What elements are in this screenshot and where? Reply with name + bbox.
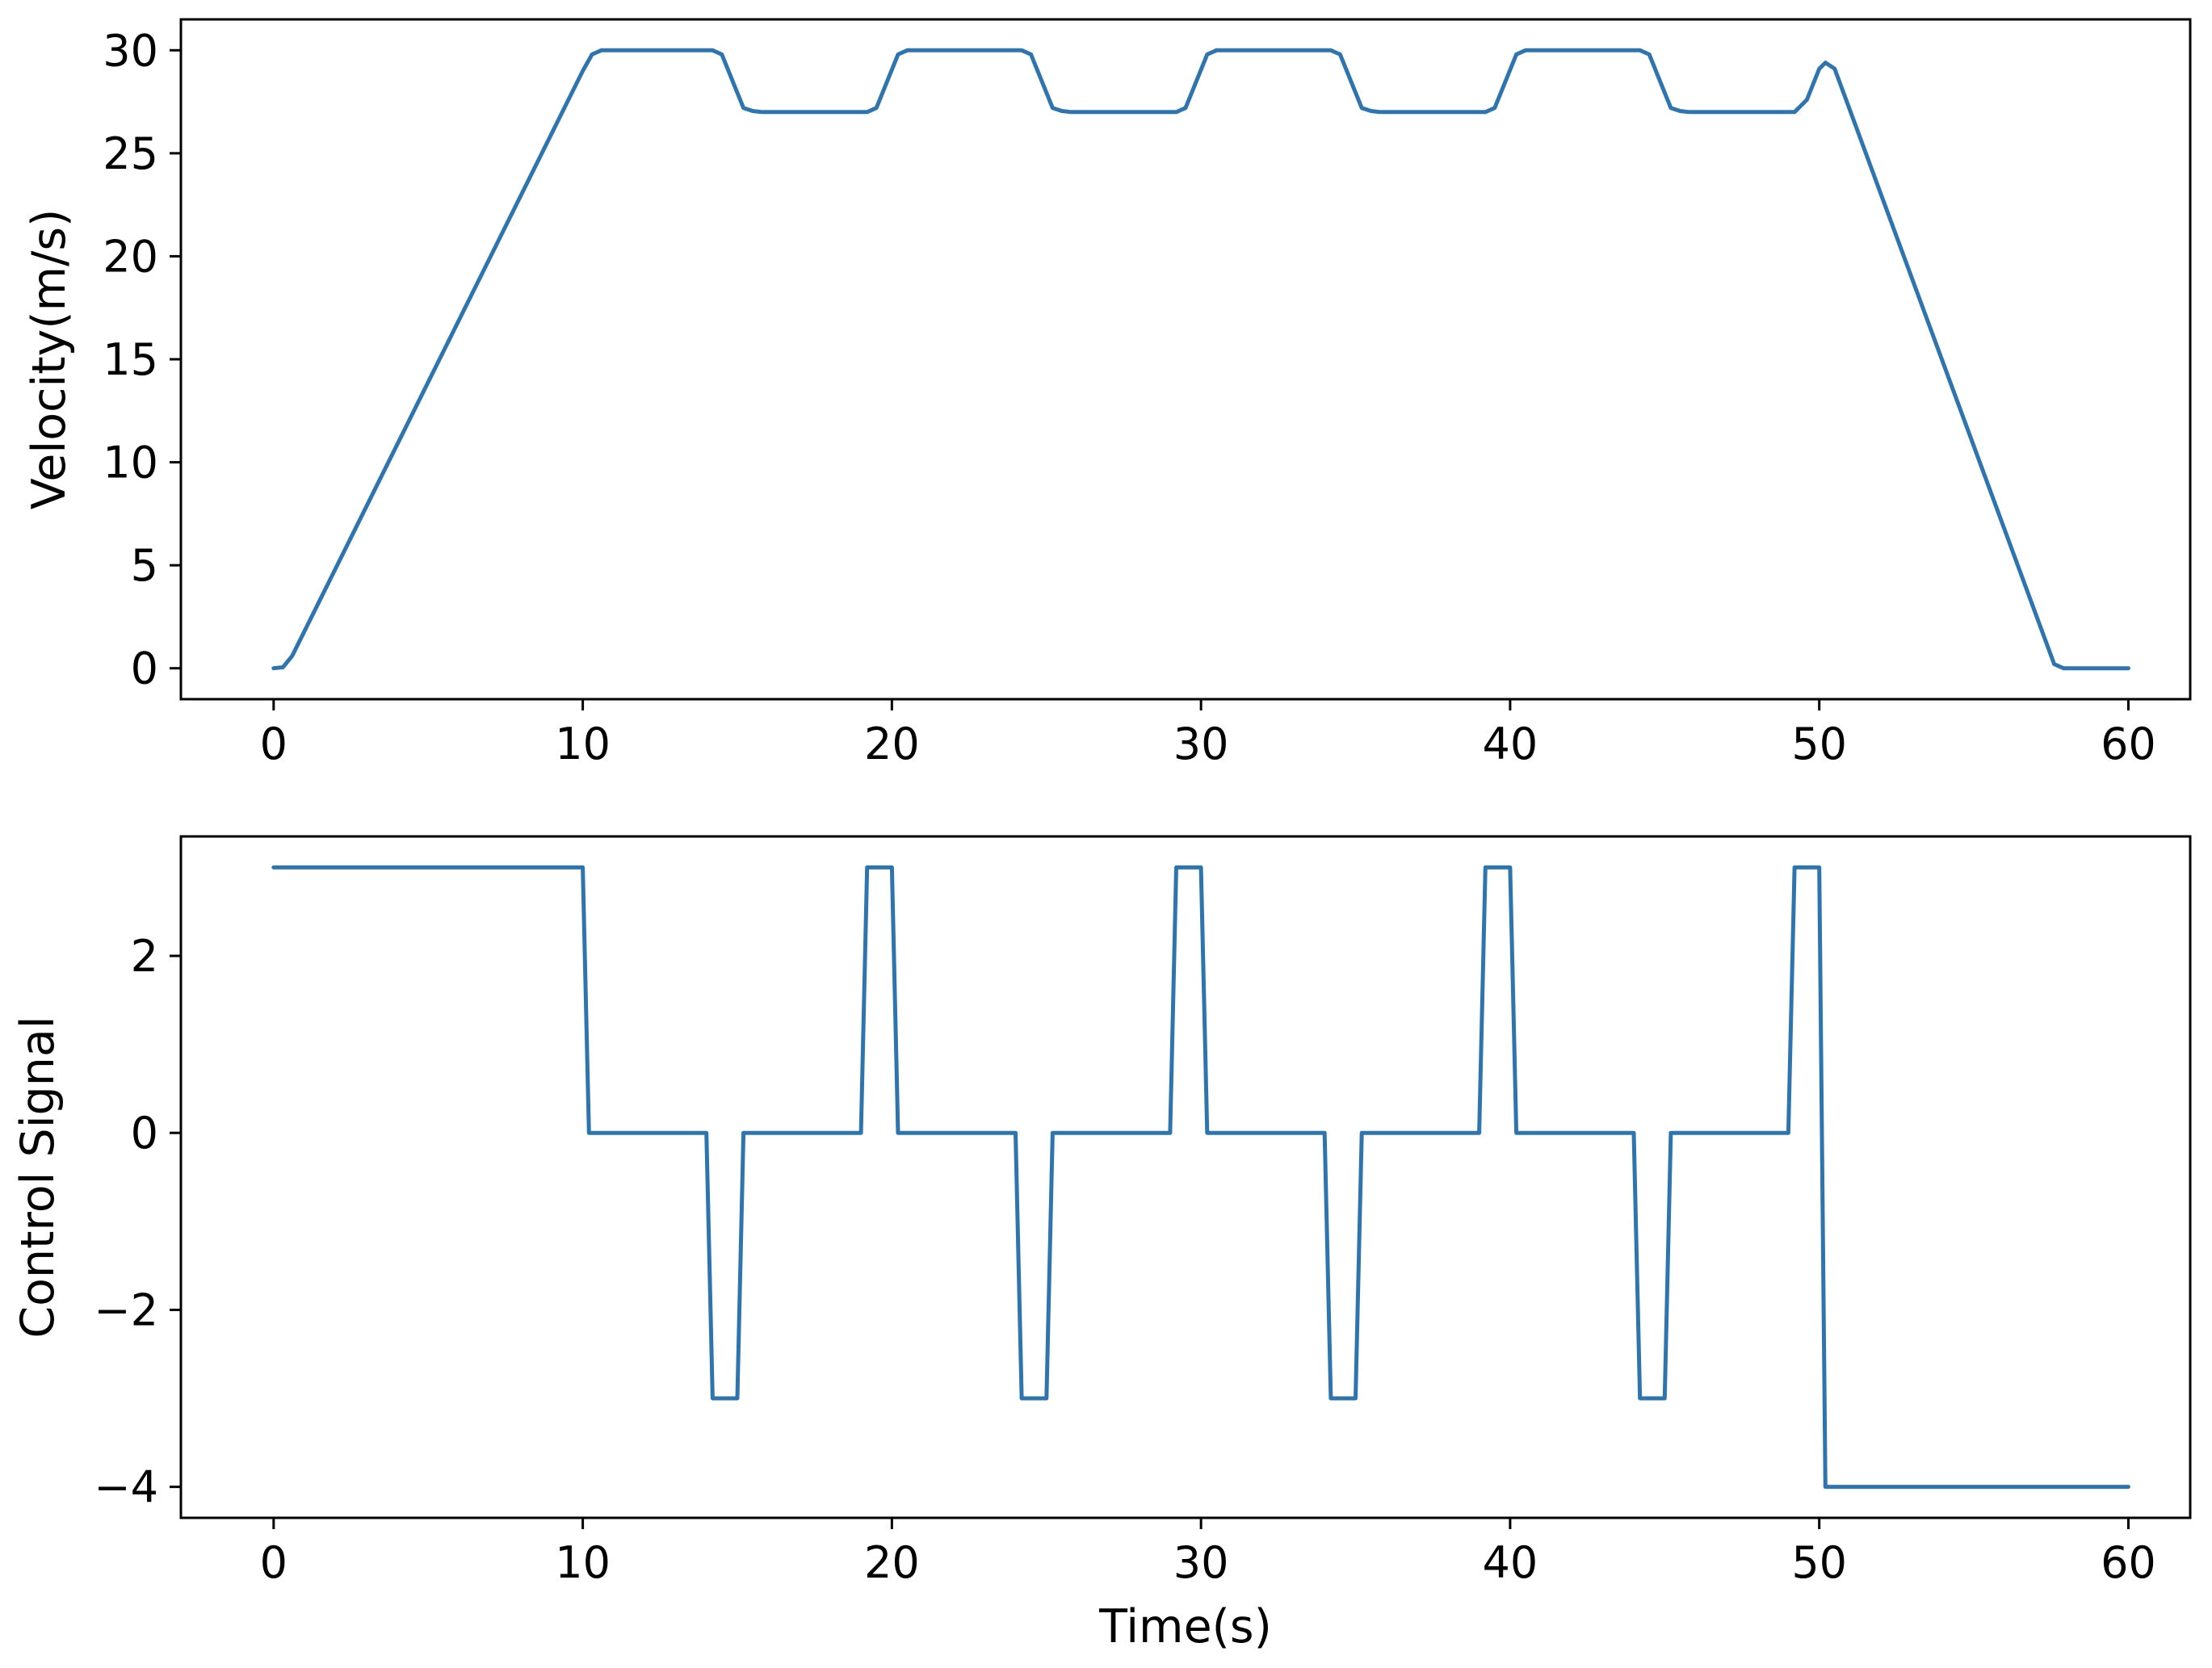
control-x-axis-label: Time(s) [1098, 1600, 1272, 1653]
velocity-y-tick-label: 20 [103, 231, 158, 282]
velocity-x-tick-label: 40 [1483, 719, 1538, 769]
velocity-x-tick-label: 0 [260, 719, 288, 769]
velocity-x-ticks: 0 10 20 30 40 50 60 [260, 699, 2156, 769]
control-x-tick-label: 10 [555, 1537, 611, 1588]
velocity-y-tick-label: 15 [103, 334, 158, 385]
control-x-tick-label: 20 [864, 1537, 920, 1588]
velocity-y-ticks: 0 5 10 15 20 25 30 [103, 25, 181, 694]
control-y-axis-label: Control Signal [11, 1016, 65, 1338]
control-signal-line [271, 865, 2130, 1490]
velocity-y-tick-label: 25 [103, 128, 158, 179]
velocity-x-tick-label: 60 [2101, 719, 2156, 769]
velocity-x-tick-label: 10 [555, 719, 611, 769]
velocity-y-axis-label: Velocity(m/s) [23, 209, 76, 510]
control-y-tick-label: −2 [94, 1285, 158, 1335]
control-x-tick-label: 50 [1791, 1537, 1847, 1588]
control-x-ticks: 0 10 20 30 40 50 60 [260, 1518, 2156, 1588]
velocity-panel: 0 10 20 30 40 50 60 0 5 10 15 20 25 30 Velocity(m/s) [23, 18, 2192, 769]
control-y-ticks: −4 −2 0 2 [94, 931, 181, 1513]
velocity-y-tick-label: 30 [103, 25, 158, 76]
velocity-y-tick-label: 0 [131, 643, 158, 694]
control-x-tick-label: 60 [2101, 1537, 2156, 1588]
control-signal-panel: 0 10 20 30 40 50 60 −4 −2 0 2 Control Signal Time… [11, 835, 2192, 1653]
control-x-tick-label: 30 [1173, 1537, 1229, 1588]
control-x-tick-label: 0 [260, 1537, 288, 1588]
velocity-x-tick-label: 50 [1791, 719, 1847, 769]
control-x-tick-label: 40 [1483, 1537, 1538, 1588]
velocity-line [271, 48, 2130, 671]
velocity-x-tick-label: 30 [1173, 719, 1229, 769]
control-axes-frame [179, 835, 2192, 1519]
velocity-y-tick-label: 10 [103, 438, 158, 488]
velocity-x-tick-label: 20 [864, 719, 920, 769]
control-y-tick-label: −4 [94, 1462, 158, 1513]
control-y-tick-label: 0 [131, 1108, 158, 1159]
control-y-tick-label: 2 [131, 931, 158, 982]
velocity-axes-frame [179, 18, 2192, 701]
velocity-y-tick-label: 5 [131, 540, 158, 591]
